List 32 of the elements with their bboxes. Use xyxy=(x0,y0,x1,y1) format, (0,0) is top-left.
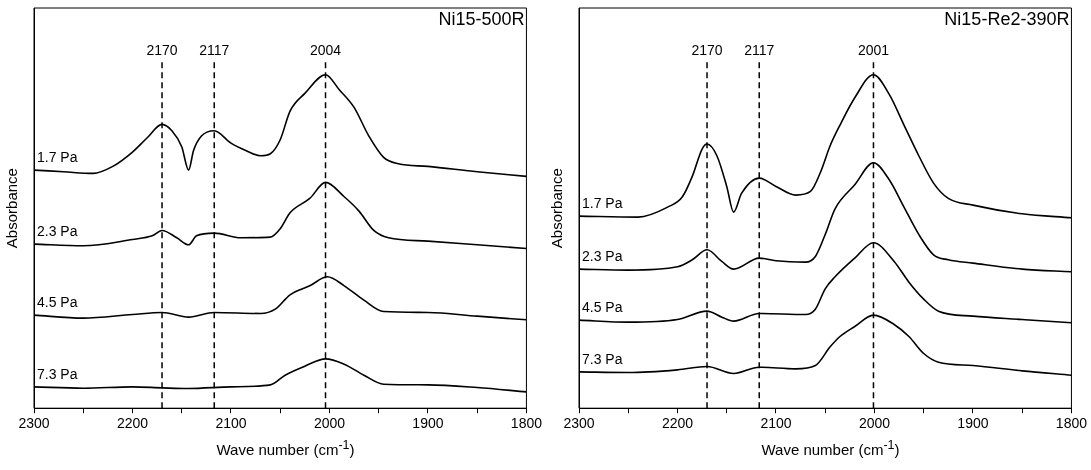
ref-line-label: 2004 xyxy=(309,41,342,58)
x-tick-label: 1900 xyxy=(412,415,444,432)
chart-title: Ni15-Re2-390R xyxy=(944,8,1070,29)
series-label: 4.5 Pa xyxy=(582,299,623,316)
series-label: 7.3 Pa xyxy=(37,365,78,382)
x-tick-label: 1800 xyxy=(1055,415,1088,432)
ref-line-label: 2170 xyxy=(146,41,178,58)
x-axis-title: Wave number (cm$^{-1}$) xyxy=(215,437,356,459)
x-tick-label: 2200 xyxy=(116,415,149,432)
x-tick-label: 2300 xyxy=(18,415,50,432)
x-tick-label: 1900 xyxy=(957,415,989,432)
x-tick-label: 2000 xyxy=(858,415,891,432)
series-label: 1.7 Pa xyxy=(37,148,78,165)
ref-line-label: 2117 xyxy=(744,41,775,58)
ref-line-label: 2117 xyxy=(199,41,230,58)
x-tick-label: 2000 xyxy=(313,415,346,432)
ref-line-label: 2170 xyxy=(691,41,723,58)
series-label: 2.3 Pa xyxy=(582,247,623,264)
series-label: 7.3 Pa xyxy=(582,350,623,367)
series-label: 2.3 Pa xyxy=(37,222,78,239)
x-tick-label: 2100 xyxy=(760,415,792,432)
x-tick-label: 2100 xyxy=(215,415,247,432)
y-axis-title: Absorbance xyxy=(548,168,566,249)
x-tick-label: 2200 xyxy=(661,415,694,432)
series-label: 4.5 Pa xyxy=(37,294,78,311)
chart-title: Ni15-500R xyxy=(438,8,525,29)
ref-line-label: 2001 xyxy=(857,41,890,58)
x-tick-label: 2300 xyxy=(563,415,595,432)
x-tick-label: 1800 xyxy=(510,415,543,432)
y-axis-title: Absorbance xyxy=(3,168,21,249)
x-axis-title: Wave number (cm$^{-1}$) xyxy=(760,437,901,459)
series-label: 1.7 Pa xyxy=(582,194,623,211)
